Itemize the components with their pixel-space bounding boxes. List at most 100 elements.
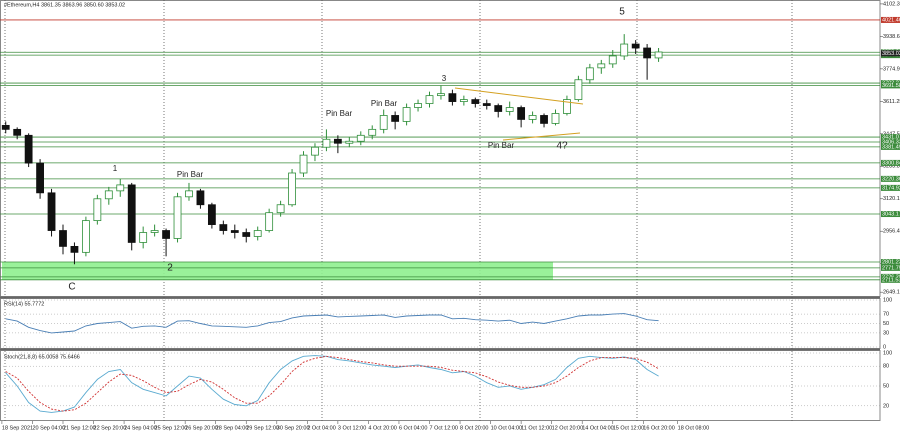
current-price-bg bbox=[881, 50, 900, 57]
candle-body bbox=[59, 230, 67, 247]
candle-body bbox=[517, 107, 526, 120]
level-label-bg bbox=[881, 259, 900, 266]
candle-body bbox=[368, 128, 377, 136]
y-tick-label: 3938.65 bbox=[883, 34, 900, 40]
level-label-bg bbox=[881, 82, 900, 89]
candle-body bbox=[643, 47, 652, 59]
candle-body bbox=[391, 115, 400, 122]
current-price-label: 3853.02 bbox=[882, 51, 900, 57]
candle-body bbox=[494, 105, 503, 112]
y-tick-label: 3611.25 bbox=[883, 99, 900, 105]
level-label: 3300.84 bbox=[882, 160, 900, 166]
x-tick-label: 8 Oct 20:00 bbox=[460, 425, 488, 431]
level-label: 3431.07 bbox=[882, 135, 900, 141]
annotation: Pin Bar bbox=[371, 99, 398, 108]
indicator-tick-label: 20 bbox=[883, 403, 889, 409]
level-label: 3691.58 bbox=[882, 83, 900, 89]
annotation: 3 bbox=[442, 74, 447, 83]
x-tick-label: 21 Sep 12:00 bbox=[63, 425, 96, 431]
support-zone bbox=[2, 262, 553, 280]
level-label-bg bbox=[881, 276, 900, 283]
candle-body bbox=[654, 51, 663, 59]
x-tick-label: 18 Oct 08:00 bbox=[678, 425, 710, 431]
candle-body bbox=[620, 43, 629, 57]
x-tick-label: 30 Sep 20:00 bbox=[277, 425, 310, 431]
level-label: 3406.33 bbox=[882, 139, 900, 145]
indicator-tick-label: 80 bbox=[883, 364, 889, 370]
candle-body bbox=[311, 146, 319, 156]
x-tick-label: 18 Sep 2021 bbox=[2, 425, 33, 431]
level-label-bg bbox=[881, 175, 900, 182]
candle-body bbox=[597, 63, 606, 69]
annotation: Pin Bar bbox=[177, 170, 204, 179]
indicator-name: Stoch(21,8,8) 65.0058 75.6466 bbox=[4, 354, 80, 360]
annotation: 4? bbox=[556, 141, 568, 152]
candle-body bbox=[631, 43, 640, 49]
annotation: Pin Bar bbox=[488, 141, 515, 150]
candle-body bbox=[585, 67, 594, 81]
x-tick-label: 10 Oct 04:00 bbox=[491, 425, 523, 431]
x-tick-label: 29 Sep 12:00 bbox=[246, 425, 279, 431]
candle-body bbox=[207, 204, 216, 225]
candle-body bbox=[540, 115, 548, 124]
x-tick-label: 26 Sep 20:00 bbox=[185, 425, 218, 431]
x-tick-label: 2 Oct 04:00 bbox=[307, 425, 335, 431]
candle-body bbox=[139, 232, 148, 243]
y-tick-label: 4102.35 bbox=[883, 1, 900, 7]
x-tick-label: 20 Sep 04:00 bbox=[32, 425, 65, 431]
candle-body bbox=[230, 230, 239, 233]
x-tick-label: 12 Oct 20:00 bbox=[552, 425, 584, 431]
x-tick-label: 16 Oct 20:00 bbox=[643, 425, 675, 431]
candle-body bbox=[196, 190, 205, 206]
x-tick-label: 24 Sep 04:00 bbox=[124, 425, 157, 431]
candle-body bbox=[185, 190, 193, 198]
candle-body bbox=[563, 99, 571, 114]
candle-body bbox=[13, 128, 22, 136]
candle-body bbox=[414, 103, 422, 108]
x-tick-label: 25 Sep 12:00 bbox=[155, 425, 188, 431]
candle-body bbox=[574, 79, 583, 100]
candle-body bbox=[333, 138, 342, 144]
indicator-tick-label: 70 bbox=[883, 312, 889, 318]
candle-body bbox=[402, 107, 411, 122]
level-label-bg bbox=[881, 138, 900, 145]
x-tick-label: 6 Oct 04:00 bbox=[399, 425, 427, 431]
x-tick-label: 4 Oct 20:00 bbox=[368, 425, 396, 431]
candle-body bbox=[299, 154, 308, 174]
level-label: 2771.75 bbox=[882, 265, 900, 271]
candle-body bbox=[551, 113, 560, 124]
level-label: 3220.36 bbox=[882, 176, 900, 182]
candle-body bbox=[1, 124, 10, 130]
candle-body bbox=[288, 172, 296, 206]
candle-body bbox=[219, 224, 228, 231]
y-tick-label: 3283.85 bbox=[883, 164, 900, 170]
candle-body bbox=[437, 93, 445, 97]
candle-body bbox=[173, 196, 182, 239]
indicator-line bbox=[5, 355, 659, 413]
candle-body bbox=[150, 230, 159, 233]
candle-body bbox=[70, 246, 79, 253]
level-label: 2711.53 bbox=[882, 277, 900, 283]
y-tick-label: 2649.17 bbox=[883, 290, 900, 296]
trend-line bbox=[454, 87, 584, 105]
candle-body bbox=[265, 212, 274, 231]
indicator-line bbox=[5, 313, 659, 334]
annotation: 1 bbox=[113, 164, 118, 173]
candle-body bbox=[608, 55, 617, 65]
resistance-label: 4021.46 bbox=[882, 17, 900, 23]
candle-body bbox=[93, 198, 102, 222]
level-label-bg bbox=[881, 211, 900, 218]
indicator-tick-label: 100 bbox=[883, 350, 892, 356]
candle-body bbox=[82, 220, 90, 253]
candle-body bbox=[36, 162, 44, 194]
candle-body bbox=[127, 184, 136, 243]
annotation: Pin Bar bbox=[326, 109, 353, 118]
candle-body bbox=[425, 95, 434, 104]
indicator-tick-label: 0 bbox=[883, 344, 886, 350]
indicator-tick-label: 50 bbox=[883, 383, 889, 389]
indicator-name: RSI(14) 55.7772 bbox=[4, 301, 44, 307]
y-tick-label: 3120.15 bbox=[883, 196, 900, 202]
annotation: 5 bbox=[619, 7, 625, 18]
level-label-bg bbox=[881, 264, 900, 271]
candle-body bbox=[459, 99, 468, 102]
